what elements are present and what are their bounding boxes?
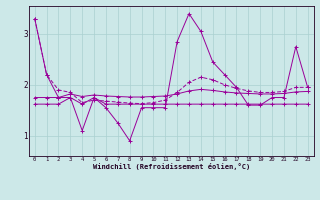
X-axis label: Windchill (Refroidissement éolien,°C): Windchill (Refroidissement éolien,°C) [92,163,250,170]
